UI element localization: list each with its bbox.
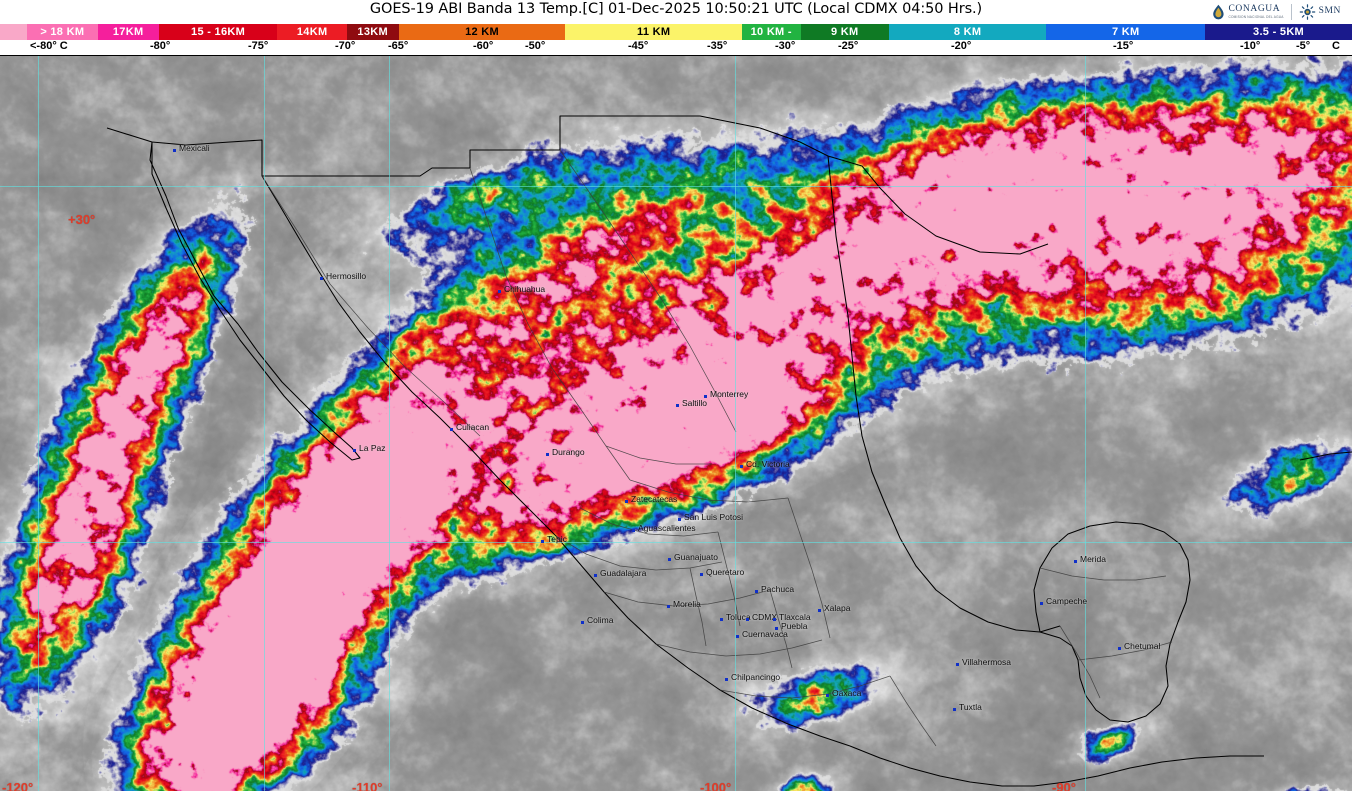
city-marker: [775, 627, 778, 630]
city-marker: [736, 635, 739, 638]
colorbar-segment: 11 KM: [565, 24, 742, 40]
gridline-lon-110: [389, 56, 390, 791]
gridline-lon-90: [1085, 56, 1086, 791]
state-border-layer: [261, 149, 1173, 747]
logo-divider: [1290, 4, 1292, 20]
colorbar-segment: 12 KM: [398, 24, 566, 40]
city-marker: [956, 663, 959, 666]
colorbar-tick: -35°: [707, 40, 728, 52]
coordinate-label: -90°: [1052, 780, 1076, 791]
colorbar-tick: -50°: [525, 40, 546, 52]
coordinate-label: -110°: [352, 780, 383, 791]
colorbar-tick: -75°: [248, 40, 269, 52]
colorbar-tick: -60°: [473, 40, 494, 52]
city-marker: [725, 678, 728, 681]
colorbar-tick: -80°: [150, 40, 171, 52]
colorbar-segment: 8 KM: [888, 24, 1047, 40]
gridline-lat-20: [0, 542, 1352, 543]
city-marker: [1118, 647, 1121, 650]
city-marker: [700, 573, 703, 576]
colorbar-tick: -15°: [1113, 40, 1134, 52]
colorbar-tick: -30°: [775, 40, 796, 52]
city-marker: [676, 404, 679, 407]
sun-rays-icon: [1299, 4, 1315, 20]
city-marker: [667, 605, 670, 608]
city-marker: [450, 428, 453, 431]
coordinate-label: -120°: [2, 780, 34, 791]
conagua-logo-subtitle: COMISION NACIONAL DEL AGUA: [1228, 14, 1284, 19]
city-marker: [353, 449, 356, 452]
smn-logo-name: SMN: [1318, 6, 1341, 17]
city-marker: [755, 590, 758, 593]
satellite-map[interactable]: +30° -120° -110° -100° -90° Mexicali Hermosil…: [0, 55, 1352, 791]
gridline-lat-30: [0, 186, 1352, 187]
city-marker: [1074, 560, 1077, 563]
colorbar-tick: -70°: [335, 40, 356, 52]
city-marker: [826, 694, 829, 697]
colorbar-segment: 3.5 - 5KM: [1205, 24, 1352, 40]
gridline-lon-120: [38, 56, 39, 791]
city-marker: [546, 453, 549, 456]
colorbar-tick: -65°: [388, 40, 409, 52]
conagua-logo-name: CONAGUA: [1228, 4, 1281, 15]
city-marker: [720, 618, 723, 621]
colorbar-tick-labels: <-80° C -80° -75° -70° -65° -60° -50° -45° -35° -…: [0, 40, 1352, 55]
colorbar-segments: > 18 KM 17KM 15 - 16KM 14KM 13KM 12 KM 11 KM 10…: [0, 24, 1352, 40]
coastline-layer: [106, 115, 1352, 787]
colorbar-segment: 15 - 16KM: [158, 24, 278, 40]
gridline-lon-100: [735, 56, 736, 791]
city-marker: [594, 574, 597, 577]
coordinate-label: +30°: [68, 212, 96, 227]
city-marker: [704, 395, 707, 398]
city-marker: [953, 708, 956, 711]
page-title: GOES-19 ABI Banda 13 Temp.[C] 01-Dec-202…: [369, 1, 983, 17]
city-marker: [632, 529, 635, 532]
city-marker: [173, 149, 176, 152]
city-marker: [740, 465, 743, 468]
city-marker: [678, 518, 681, 521]
map-vector-overlay: [106, 115, 1352, 787]
temperature-colorbar: > 18 KM 17KM 15 - 16KM 14KM 13KM 12 KM 11 KM 10…: [0, 24, 1352, 55]
colorbar-segment: 17KM: [97, 24, 159, 40]
city-marker: [541, 540, 544, 543]
colorbar-tick: -5°: [1296, 40, 1311, 52]
city-marker: [818, 609, 821, 612]
colorbar-tick: C: [1332, 40, 1340, 52]
colorbar-segment: 14KM: [277, 24, 347, 40]
agency-logos: CONAGUA COMISION NACIONAL DEL AGUA: [1204, 1, 1349, 23]
colorbar-tick: -45°: [628, 40, 649, 52]
colorbar-tick: -10°: [1240, 40, 1261, 52]
gridline-lon-extra: [264, 56, 265, 791]
colorbar-segment: > 18 KM: [27, 24, 98, 40]
city-marker: [625, 500, 628, 503]
city-marker: [668, 558, 671, 561]
city-marker: [773, 618, 776, 621]
water-drop-icon: [1212, 4, 1224, 20]
colorbar-segment: 9 KM: [800, 24, 889, 40]
colorbar-segment: [0, 24, 28, 40]
coordinate-label: -100°: [700, 780, 732, 791]
city-marker: [320, 277, 323, 280]
city-marker: [581, 621, 584, 624]
colorbar-segment: 7 KM: [1046, 24, 1206, 40]
city-marker: [1040, 602, 1043, 605]
conagua-logo: CONAGUA COMISION NACIONAL DEL AGUA: [1204, 2, 1291, 22]
colorbar-tick: -25°: [838, 40, 859, 52]
colorbar-tick: -20°: [951, 40, 972, 52]
colorbar-segment: 13KM: [346, 24, 399, 40]
smn-logo: SMN: [1292, 2, 1348, 22]
colorbar-segment: 10 KM -: [741, 24, 801, 40]
infrared-cloud-imagery: [0, 56, 1352, 791]
colorbar-tick: <-80° C: [30, 40, 68, 52]
city-marker: [498, 290, 501, 293]
header-bar: GOES-19 ABI Banda 13 Temp.[C] 01-Dec-202…: [0, 0, 1352, 24]
city-marker: [746, 618, 749, 621]
